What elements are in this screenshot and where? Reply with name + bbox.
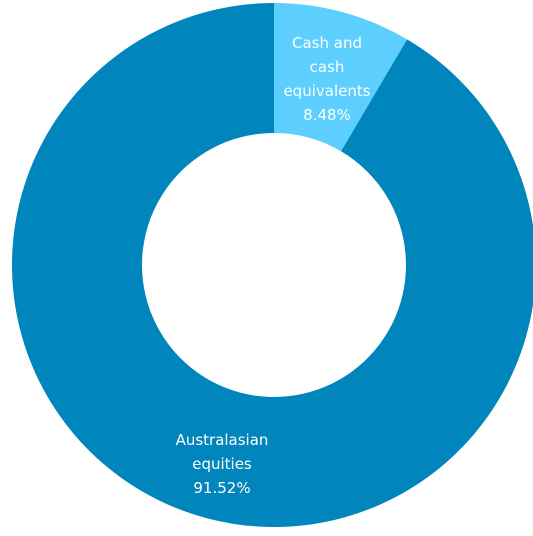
slices-layer xyxy=(12,3,533,527)
slice-0-label-line: cash xyxy=(310,58,345,76)
slice-1 xyxy=(12,3,533,527)
slice-0-label-line: Cash and xyxy=(292,34,362,52)
slice-1-label-line: equities xyxy=(192,455,252,473)
slice-1-value-label: 91.52% xyxy=(193,479,250,497)
slice-0-label-line: equivalents xyxy=(283,82,370,100)
slice-0 xyxy=(274,3,408,152)
labels-layer: Cash and cash equivalents 8.48% Australasian… xyxy=(176,34,371,497)
slice-1-label-line: Australasian xyxy=(176,431,269,449)
slice-0-value-label: 8.48% xyxy=(303,106,351,124)
